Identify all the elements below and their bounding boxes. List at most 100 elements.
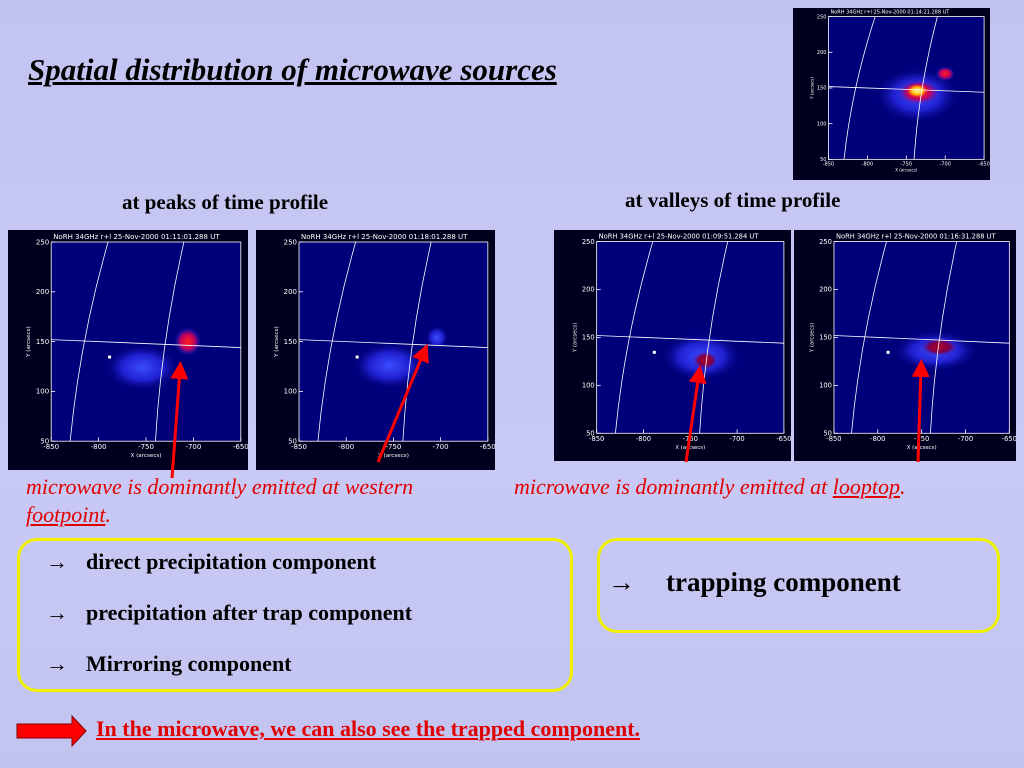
marker-dot <box>652 350 656 354</box>
list-item: → direct precipitation component <box>46 549 376 575</box>
coordinate-line <box>596 335 784 344</box>
x-tick-label: -700 <box>940 161 951 167</box>
coordinate-line <box>299 339 488 348</box>
x-tick-label: -650 <box>776 435 791 443</box>
bullet: → <box>608 567 635 597</box>
x-axis-label: X (arcsecs) <box>675 445 705 451</box>
x-tick-label: -650 <box>480 443 495 451</box>
coordinate-line <box>317 241 357 442</box>
x-axis-label: X (arcsecs) <box>907 445 937 451</box>
list-item: → Mirroring component <box>46 651 292 677</box>
caption-text: microwave is dominantly emitted at weste… <box>26 474 414 499</box>
marker-dot <box>108 355 112 359</box>
y-tick-label: 250 <box>36 238 49 246</box>
item-text: trapping component <box>666 567 901 597</box>
bullet: → <box>46 549 68 574</box>
image-panel: NoRH 34GHz r+l 25-Nov-2000 01:11:01.288 … <box>8 230 249 470</box>
solar-image: NoRH 34GHz r+l 25-Nov-2000 01:16:31.288 … <box>810 233 1017 451</box>
marker-dot <box>355 355 359 359</box>
x-axis-label: X (arcsecs) <box>378 453 409 459</box>
image-header: NoRH 34GHz r+l 25-Nov-2000 01:14:21.288 … <box>830 10 950 16</box>
coordinate-line <box>51 339 241 348</box>
bullet: → <box>46 600 68 625</box>
y-tick-label: 150 <box>817 86 827 92</box>
caption-left: microwave is dominantly emitted at weste… <box>26 473 456 529</box>
x-tick-label: -850 <box>826 435 841 443</box>
y-tick-label: 250 <box>817 14 827 20</box>
x-tick-label: -700 <box>729 435 744 443</box>
x-tick-label: -750 <box>138 443 154 451</box>
plot-area <box>50 241 242 442</box>
x-tick-label: -800 <box>862 161 873 167</box>
y-tick-label: 50 <box>40 438 49 446</box>
coordinate-line <box>614 241 654 434</box>
coordinate-line <box>851 241 887 434</box>
caption-link: looptop <box>832 474 900 499</box>
emission-source <box>174 327 201 356</box>
x-tick-label: -800 <box>338 443 354 451</box>
x-tick-label: -800 <box>636 435 651 443</box>
y-tick-label: 250 <box>582 238 595 246</box>
emission-source <box>935 66 955 81</box>
footer-arrow <box>16 714 87 748</box>
plot-area <box>298 241 489 442</box>
image-header: NoRH 34GHz r+l 25-Nov-2000 01:16:31.288 … <box>836 233 997 241</box>
x-tick-label: -750 <box>385 443 401 451</box>
y-tick-label: 200 <box>582 286 595 294</box>
x-tick-label: -650 <box>978 161 989 167</box>
coordinate-line <box>930 241 958 434</box>
box-right: → trapping component <box>597 538 1000 633</box>
image-header: NoRH 34GHz r+l 25-Nov-2000 01:18:01.288 … <box>301 233 468 241</box>
emission-source <box>919 337 959 357</box>
marker-dot <box>886 350 890 354</box>
x-tick-label: -850 <box>823 161 834 167</box>
x-tick-label: -850 <box>589 435 604 443</box>
y-tick-label: 50 <box>586 430 595 438</box>
x-axis-label: X (arcsecs) <box>895 167 918 172</box>
x-tick-label: -750 <box>901 161 912 167</box>
caption-right: microwave is dominantly emitted at loopt… <box>514 473 905 501</box>
x-tick-label: -750 <box>914 435 929 443</box>
coordinate-line <box>843 16 876 160</box>
emission-source <box>425 325 449 350</box>
y-tick-label: 50 <box>823 430 832 438</box>
coordinate-line <box>69 241 109 442</box>
y-tick-label: 100 <box>819 382 832 390</box>
solar-image: NoRH 34GHz r+l 25-Nov-2000 01:14:21.288 … <box>809 10 989 173</box>
label-peaks: at peaks of time profile <box>122 190 329 214</box>
x-tick-label: -650 <box>1002 435 1016 443</box>
y-tick-label: 200 <box>817 50 827 56</box>
x-tick-label: -850 <box>291 443 307 451</box>
y-tick-label: 250 <box>284 238 297 246</box>
x-tick-label: -750 <box>683 435 698 443</box>
y-tick-label: 150 <box>284 338 297 346</box>
y-axis-label: Y (arcsecs) <box>572 323 578 353</box>
x-axis-label: X (arcsecs) <box>130 453 161 459</box>
y-tick-label: 100 <box>36 388 49 396</box>
caption-text: microwave is dominantly emitted at <box>514 474 833 499</box>
solar-image: NoRH 34GHz r+l 25-Nov-2000 01:09:51.284 … <box>572 233 791 451</box>
y-tick-label: 200 <box>284 288 297 296</box>
x-tick-label: -700 <box>958 435 973 443</box>
y-tick-label: 150 <box>36 338 49 346</box>
image-panel: NoRH 34GHz r+l 25-Nov-2000 01:14:21.288 … <box>793 8 990 180</box>
coordinate-line <box>828 86 985 93</box>
y-axis-label: Y (arcsecs) <box>274 326 280 358</box>
y-tick-label: 100 <box>284 388 297 396</box>
coordinate-line <box>155 241 185 442</box>
x-tick-label: -700 <box>185 443 201 451</box>
y-tick-label: 50 <box>288 438 297 446</box>
y-tick-label: 50 <box>820 157 826 163</box>
y-tick-label: 150 <box>819 334 832 342</box>
y-tick-label: 100 <box>582 382 595 390</box>
y-tick-label: 150 <box>582 334 595 342</box>
box-left: → direct precipitation component → precipi… <box>17 538 573 692</box>
image-header: NoRH 34GHz r+l 25-Nov-2000 01:11:01.288 … <box>53 233 220 241</box>
solar-image: NoRH 34GHz r+l 25-Nov-2000 01:18:01.288 … <box>274 233 496 459</box>
image-panel: NoRH 34GHz r+l 25-Nov-2000 01:18:01.288 … <box>256 230 496 470</box>
image-panel: NoRH 34GHz r+l 25-Nov-2000 01:09:51.284 … <box>554 230 792 461</box>
x-tick-label: -650 <box>233 443 248 451</box>
bullet: → <box>46 651 68 676</box>
title: Spatial distribution of microwave source… <box>28 52 557 87</box>
